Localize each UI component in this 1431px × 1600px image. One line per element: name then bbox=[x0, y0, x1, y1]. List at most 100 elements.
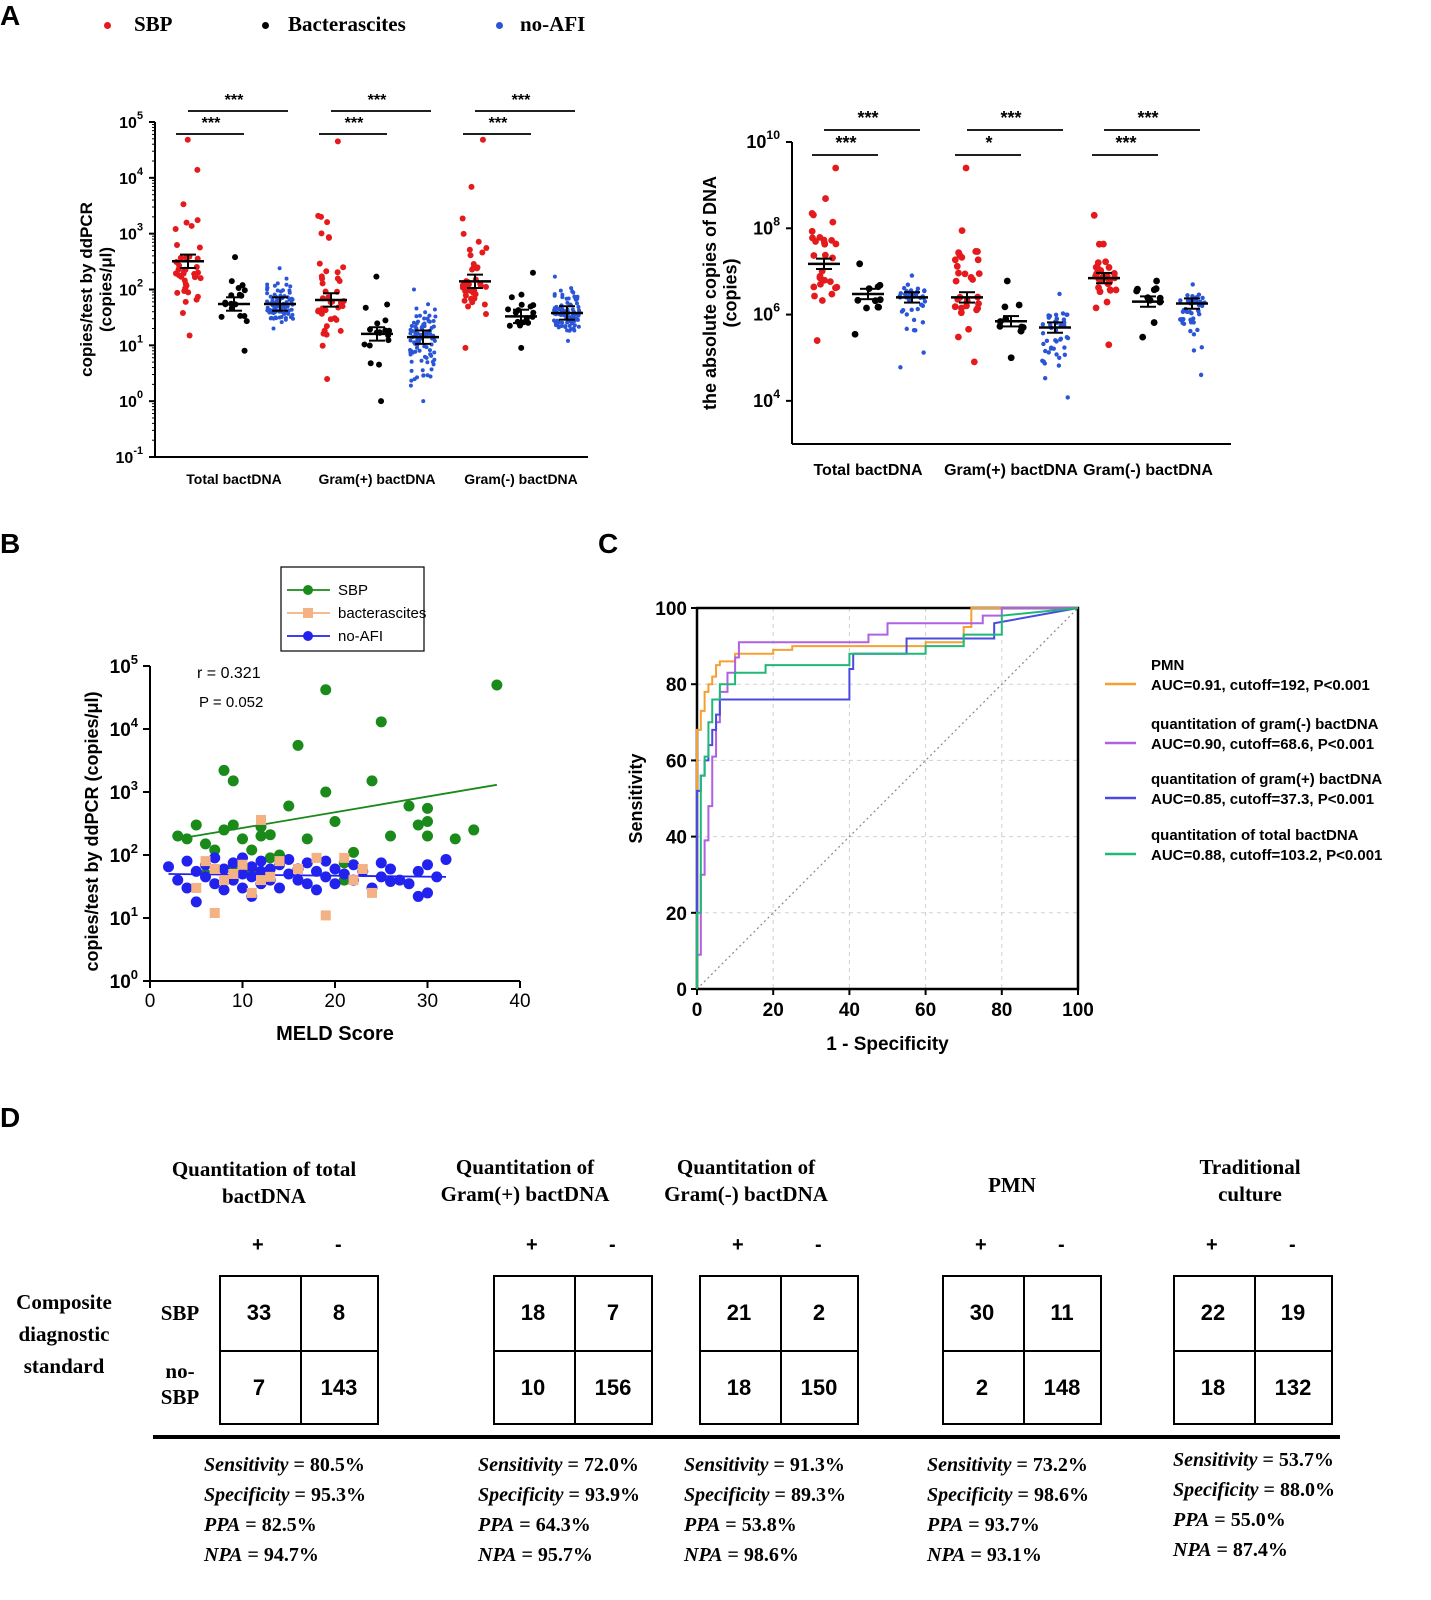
y-tick-exponent: 5 bbox=[131, 652, 138, 667]
data-point bbox=[921, 350, 926, 355]
grid-hline bbox=[495, 1350, 651, 1352]
stat-eq: = bbox=[288, 1454, 310, 1476]
data-point bbox=[273, 315, 278, 320]
data-point bbox=[218, 313, 225, 320]
data-point bbox=[421, 399, 426, 404]
data-point bbox=[920, 303, 926, 309]
data-point bbox=[180, 201, 187, 208]
data-point bbox=[283, 317, 288, 322]
stat-eq: = bbox=[1258, 1479, 1280, 1501]
x-tick-label: 20 bbox=[763, 1000, 784, 1021]
data-point bbox=[334, 269, 341, 276]
data-point bbox=[1048, 346, 1054, 351]
data-point bbox=[1053, 338, 1058, 343]
data-point bbox=[366, 775, 378, 787]
data-point bbox=[552, 293, 557, 298]
sig-label: * bbox=[985, 133, 992, 153]
data-point bbox=[246, 844, 258, 856]
data-point bbox=[292, 739, 304, 751]
stat-value: 80.5% bbox=[309, 1454, 365, 1476]
roc-curve bbox=[696, 607, 1078, 989]
data-point bbox=[209, 878, 221, 890]
stat-ppa: PPA = 55.0% bbox=[1173, 1505, 1286, 1535]
y-axis-label-line1: the absolute copies of DNA bbox=[700, 176, 720, 410]
stat-label: PPA bbox=[927, 1514, 964, 1536]
data-point bbox=[209, 852, 221, 864]
contingency-grid bbox=[699, 1275, 859, 1425]
data-point bbox=[901, 285, 907, 291]
stat-eq: = bbox=[720, 1514, 742, 1536]
data-point bbox=[428, 374, 433, 379]
data-point bbox=[474, 265, 481, 272]
stat-specificity: Specificity = 95.3% bbox=[204, 1480, 366, 1510]
data-point bbox=[974, 256, 982, 264]
y-tick-exponent: 3 bbox=[131, 778, 138, 793]
table-cell: 21 bbox=[726, 1300, 752, 1325]
data-point bbox=[898, 365, 903, 370]
stat-value: 93.1% bbox=[986, 1544, 1042, 1566]
test-title-line1: Quantitation of bbox=[676, 1155, 816, 1179]
sig-label: *** bbox=[857, 108, 878, 128]
row-header-line3: standard bbox=[23, 1354, 105, 1378]
stat-sensitivity: Sensitivity = 73.2% bbox=[927, 1450, 1088, 1480]
data-point bbox=[271, 326, 276, 331]
table-cell: 7 bbox=[252, 1375, 266, 1400]
stat-eq: = bbox=[1257, 1449, 1279, 1471]
data-point bbox=[272, 292, 277, 297]
x-tick-label: 100 bbox=[1062, 1000, 1094, 1021]
data-point bbox=[416, 319, 421, 324]
data-point bbox=[290, 297, 295, 302]
stat-label: Sensitivity bbox=[927, 1454, 1012, 1476]
data-point bbox=[323, 323, 330, 330]
data-point bbox=[422, 830, 433, 842]
minus-header: - bbox=[609, 1234, 616, 1256]
stat-value: 93.9% bbox=[584, 1484, 640, 1506]
data-point bbox=[1095, 284, 1102, 292]
data-point bbox=[1094, 265, 1102, 272]
data-point bbox=[324, 375, 331, 382]
data-point bbox=[422, 859, 433, 871]
data-point bbox=[1057, 291, 1062, 297]
data-point bbox=[194, 293, 201, 300]
data-point bbox=[1188, 328, 1193, 334]
y-tick-exponent: 4 bbox=[137, 166, 143, 178]
reference-line bbox=[696, 607, 1079, 990]
plus-header: + bbox=[252, 1234, 264, 1256]
data-point bbox=[323, 331, 330, 338]
sig-label: *** bbox=[345, 115, 364, 132]
data-point bbox=[970, 358, 978, 366]
row-header: Composite diagnostic standard bbox=[0, 1286, 128, 1382]
table-cell: 7 bbox=[606, 1300, 620, 1325]
data-point bbox=[329, 878, 341, 890]
data-point bbox=[954, 333, 962, 341]
data-point bbox=[320, 855, 332, 867]
data-point bbox=[1188, 320, 1194, 325]
data-point bbox=[909, 273, 915, 278]
data-point bbox=[569, 286, 574, 291]
data-point bbox=[322, 307, 329, 314]
data-point bbox=[272, 283, 277, 288]
data-point bbox=[265, 291, 270, 296]
data-point bbox=[1043, 348, 1048, 354]
category-label: Gram(-) bactDNA bbox=[1083, 462, 1213, 479]
contingency-grid bbox=[219, 1275, 379, 1425]
data-point bbox=[832, 284, 839, 292]
data-point bbox=[287, 297, 292, 302]
data-point bbox=[293, 863, 303, 874]
stat-npa: NPA = 95.7% bbox=[478, 1540, 593, 1570]
data-point bbox=[237, 312, 244, 319]
data-point bbox=[1053, 312, 1059, 317]
plus-header: + bbox=[975, 1234, 987, 1256]
data-point bbox=[329, 816, 341, 828]
test-title-line2: culture bbox=[1218, 1182, 1282, 1206]
stat-label: Sensitivity bbox=[684, 1454, 769, 1476]
data-point bbox=[810, 283, 818, 291]
stat-eq: = bbox=[722, 1544, 744, 1566]
y-axis-label-line1: copies/test by ddPCR bbox=[77, 202, 96, 377]
table-cell: 18 bbox=[1200, 1375, 1226, 1400]
plus-header: + bbox=[1206, 1234, 1218, 1256]
data-point bbox=[1041, 341, 1046, 347]
data-point bbox=[1199, 345, 1204, 350]
data-point bbox=[243, 318, 250, 325]
contingency-grid bbox=[493, 1275, 653, 1425]
